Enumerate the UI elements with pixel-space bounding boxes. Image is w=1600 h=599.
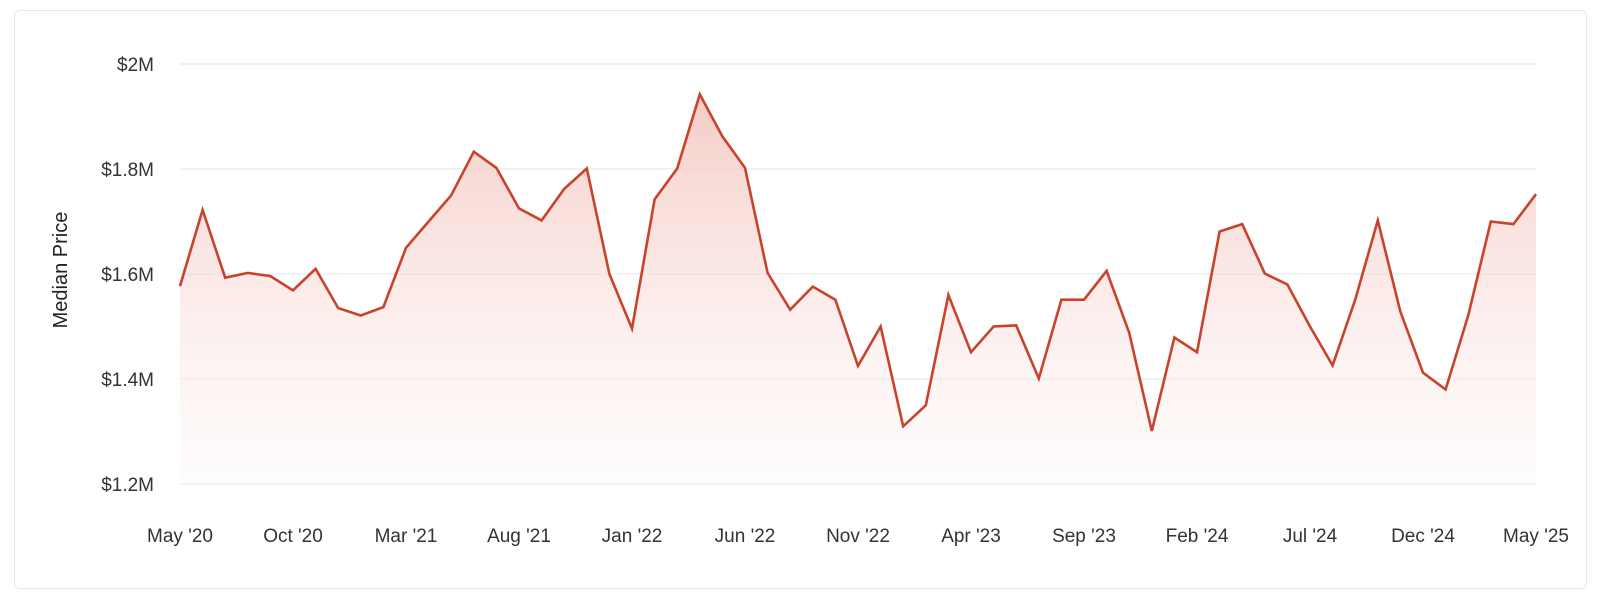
x-tick-label: Feb '24 bbox=[1166, 526, 1229, 547]
y-axis-title: Median Price bbox=[50, 212, 72, 329]
x-axis-ticks: May '20 Oct '20 Mar '21 Aug '21 Jan '22 Jun '… bbox=[147, 526, 1569, 547]
y-tick-label: $1.4M bbox=[101, 370, 154, 391]
x-tick-label: Apr '23 bbox=[941, 526, 1001, 547]
data-points bbox=[179, 94, 1537, 432]
x-tick-label: Aug '21 bbox=[487, 526, 551, 547]
y-axis-ticks: $2M $1.8M $1.6M $1.4M $1.2M bbox=[101, 55, 154, 496]
x-tick-label: Oct '20 bbox=[263, 526, 323, 547]
x-tick-label: Jun '22 bbox=[715, 526, 776, 547]
price-area-fill bbox=[180, 94, 1536, 485]
y-tick-label: $2M bbox=[117, 55, 154, 76]
x-tick-label: Nov '22 bbox=[826, 526, 890, 547]
x-tick-label: May '20 bbox=[147, 526, 213, 547]
x-tick-label: Mar '21 bbox=[375, 526, 438, 547]
x-tick-label: May '25 bbox=[1503, 526, 1569, 547]
y-tick-label: $1.6M bbox=[101, 265, 154, 286]
x-tick-label: Jan '22 bbox=[602, 526, 663, 547]
x-tick-label: Dec '24 bbox=[1391, 526, 1455, 547]
y-tick-label: $1.2M bbox=[101, 475, 154, 496]
y-tick-label: $1.8M bbox=[101, 160, 154, 181]
x-tick-label: Jul '24 bbox=[1283, 526, 1338, 547]
x-tick-label: Sep '23 bbox=[1052, 526, 1116, 547]
